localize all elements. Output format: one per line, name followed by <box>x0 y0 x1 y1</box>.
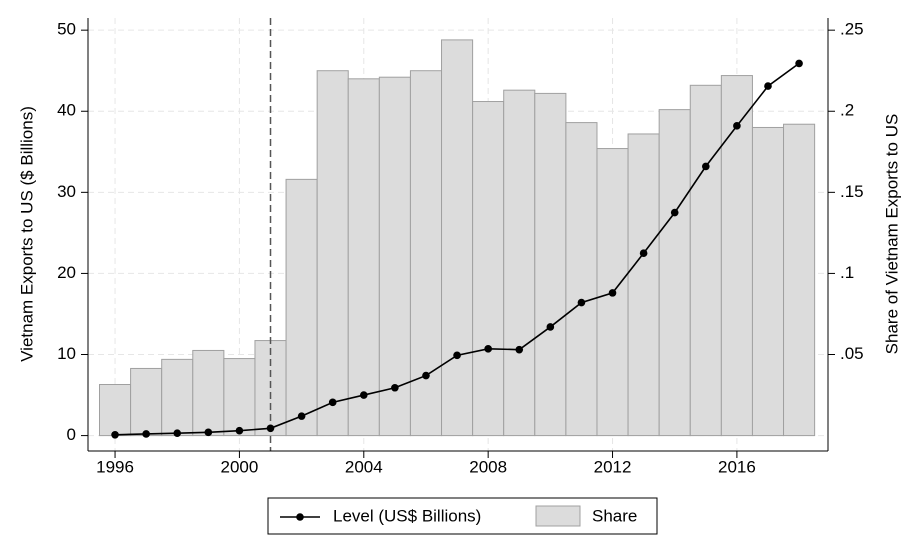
bar <box>534 92 567 437</box>
legend-marker <box>296 513 304 521</box>
bar <box>472 101 505 437</box>
bars <box>99 18 816 451</box>
marker <box>795 59 803 68</box>
marker <box>391 383 399 392</box>
y-axis-title: Vietnam Exports to US ($ Billions) <box>17 106 36 362</box>
x-tick-label: 2016 <box>718 457 756 476</box>
legend: Level (US$ Billions) Share <box>267 497 658 535</box>
marker <box>702 162 710 171</box>
bar <box>161 358 194 437</box>
marker <box>359 391 368 399</box>
marker <box>670 208 679 217</box>
marker <box>173 429 182 437</box>
bar <box>254 340 287 437</box>
bar <box>783 123 816 437</box>
bar <box>192 349 225 437</box>
y2-tick-label: .1 <box>840 263 854 282</box>
y-tick-label: 10 <box>57 344 76 363</box>
marker <box>328 398 337 407</box>
bar <box>720 75 753 437</box>
x-tick-label: 2012 <box>594 457 632 476</box>
bar <box>130 367 163 437</box>
bar <box>658 109 691 437</box>
marker <box>453 351 461 360</box>
y-tick-label: 20 <box>57 263 76 282</box>
bar <box>565 122 598 437</box>
marker <box>577 298 586 307</box>
bar <box>627 133 660 437</box>
marker <box>733 122 741 130</box>
y-tick-label: 30 <box>57 182 76 201</box>
bar <box>503 89 536 437</box>
marker <box>111 430 119 439</box>
legend-swatch <box>535 505 581 527</box>
marker <box>142 430 150 438</box>
legend-box <box>267 497 658 535</box>
marker <box>515 345 524 354</box>
y-tick-label: 0 <box>67 425 76 444</box>
bar <box>316 70 349 437</box>
marker <box>297 412 306 420</box>
bar <box>409 70 443 437</box>
legend-label: Level (US$ Billions) <box>333 506 481 525</box>
marker <box>266 424 275 433</box>
x-tick-label: 2004 <box>345 457 383 476</box>
marker <box>608 289 617 297</box>
marker <box>546 323 555 331</box>
y2-tick-label: .05 <box>840 344 864 363</box>
y-tick-label: 50 <box>57 20 76 39</box>
y-tick-label: 40 <box>57 101 76 120</box>
y2-tick-label: .25 <box>840 20 864 39</box>
marker <box>235 426 244 435</box>
marker <box>422 371 430 380</box>
y2-tick-label: .15 <box>840 182 864 201</box>
bar <box>596 148 629 437</box>
lines <box>111 59 803 439</box>
x-tick-label: 2008 <box>469 457 507 476</box>
bar <box>99 384 132 437</box>
bar <box>751 126 785 437</box>
x-tick-label: 1996 <box>96 457 134 476</box>
bar <box>223 358 256 437</box>
marker <box>764 82 772 90</box>
marker <box>484 345 492 353</box>
marker <box>204 428 213 437</box>
bar <box>378 76 411 437</box>
bar <box>441 39 474 437</box>
axes: 0 10 20 30 40 50 1996 2000 2004 2008 2012 2016 .05 .1… <box>57 18 864 476</box>
x-tick-label: 2000 <box>221 457 259 476</box>
bar <box>347 78 380 437</box>
bar <box>689 84 722 437</box>
legend-label: Share <box>592 506 637 525</box>
bar <box>285 178 318 437</box>
y2-tick-label: .2 <box>840 101 854 120</box>
y2-axis-title: Share of Vietnam Exports to US <box>882 114 901 355</box>
marker <box>639 249 648 257</box>
